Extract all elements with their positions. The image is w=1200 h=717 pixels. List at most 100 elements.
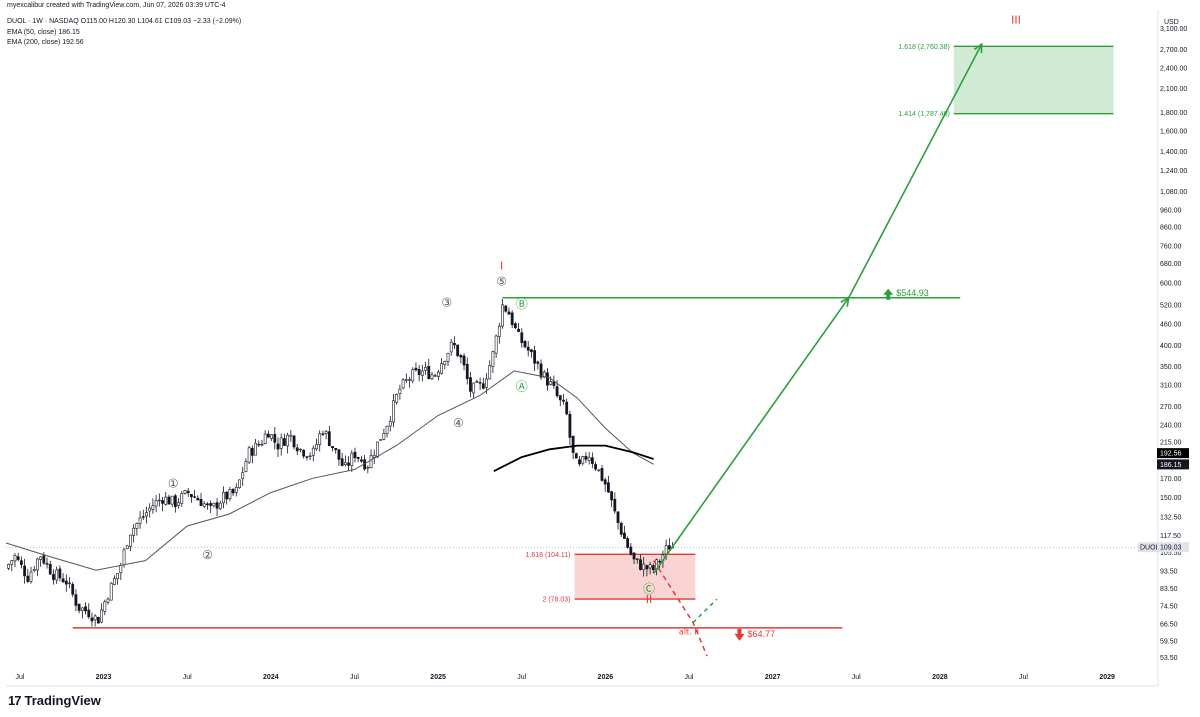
ema50-legend[interactable]: EMA (50, close) 186.15 — [7, 29, 80, 36]
candle-up — [180, 493, 184, 504]
candle-down — [23, 565, 26, 577]
level-target-arrow-icon — [883, 288, 894, 300]
candle-down — [58, 568, 62, 579]
candle-down — [520, 332, 524, 343]
wave-label: ① — [168, 477, 179, 491]
tradingview-logo-icon: 17 — [8, 693, 22, 708]
candle-down — [84, 606, 87, 612]
y-tick-label: 1,400.00 — [1160, 149, 1187, 156]
candle-down — [19, 560, 23, 565]
candle-up — [436, 371, 440, 377]
level-support-arrow-icon — [734, 628, 745, 641]
candle-down — [539, 363, 543, 378]
candle-down — [225, 491, 229, 500]
candle-down — [507, 311, 511, 315]
candle-down — [453, 342, 456, 346]
tradingview-logo-text: TradingView — [24, 693, 101, 708]
candle-up — [157, 499, 161, 502]
currency-label: USD — [1164, 19, 1179, 26]
candle-down — [266, 433, 270, 438]
x-tick-label: 2023 — [96, 674, 112, 681]
candle-down — [565, 401, 569, 415]
candle-down — [562, 399, 565, 402]
y-tick-label: 105.50 — [1160, 550, 1182, 557]
candle-down — [347, 462, 350, 466]
candle-down — [590, 457, 594, 464]
candle-up — [488, 365, 492, 380]
candle-down — [600, 468, 604, 481]
candle-up — [263, 433, 267, 445]
tradingview-logo[interactable]: 17 TradingView — [8, 693, 101, 708]
candle-down — [626, 538, 630, 548]
candle-down — [292, 435, 296, 448]
last-price-badge-text: 109.03 — [1160, 545, 1182, 552]
candle-down — [465, 363, 469, 380]
wave-label: alt. II — [679, 628, 699, 637]
x-tick-label: 2028 — [932, 674, 948, 681]
candle-down — [613, 498, 617, 512]
candle-up — [440, 363, 443, 374]
y-tick-label: 520.00 — [1160, 303, 1182, 310]
candle-up — [238, 479, 241, 488]
candle-down — [327, 431, 331, 446]
candle-down — [302, 449, 306, 457]
y-tick-label: 310.00 — [1160, 383, 1182, 390]
candle-down — [635, 558, 639, 560]
wave-label: ④ — [453, 416, 464, 430]
candle-down — [173, 495, 177, 508]
candle-up — [366, 467, 370, 469]
candle-down — [571, 435, 575, 453]
wave-label: ② — [202, 548, 213, 562]
y-tick-label: 680.00 — [1160, 261, 1182, 268]
candle-up — [343, 462, 347, 466]
time-axis: Jul 2023 Jul 2024 Jul 2025 Jul 2026 Jul 2027 Jul 20… — [15, 674, 1115, 681]
candle-down — [417, 369, 421, 376]
y-tick-label: 83.50 — [1160, 586, 1178, 593]
symbol-legend[interactable]: DUOL · 1W · NASDAQ O115.00 H120.30 L104.… — [7, 18, 242, 25]
y-tick-label: 2,400.00 — [1160, 65, 1187, 72]
ema50-badge-text: 186.15 — [1160, 462, 1182, 469]
candle-up — [315, 444, 318, 450]
y-tick-label: 117.50 — [1160, 533, 1181, 540]
y-tick-label: 240.00 — [1160, 422, 1182, 429]
ema200-legend[interactable]: EMA (200, close) 192.56 — [7, 39, 84, 46]
x-tick-label: Jul — [517, 674, 526, 681]
candle-down — [321, 433, 325, 435]
candle-up — [581, 456, 585, 464]
projection-main-line — [652, 43, 983, 574]
candle-up — [501, 304, 504, 327]
candle-up — [32, 569, 36, 571]
buy-zone-bottom-label: 2 (78.03) — [542, 597, 570, 604]
candle-up — [642, 563, 646, 570]
candle-down — [475, 381, 479, 383]
candle-down — [161, 500, 164, 504]
y-tick-label: 460.00 — [1160, 322, 1182, 329]
ema50-badge — [1157, 459, 1189, 470]
candle-up — [449, 341, 453, 353]
candle-up — [122, 549, 126, 566]
wave-label: Ⓑ — [516, 297, 528, 311]
candle-down — [276, 443, 280, 450]
y-tick-label: 960.00 — [1160, 208, 1182, 215]
x-tick-label: 2027 — [765, 674, 781, 681]
wave-label: Ⓐ — [516, 379, 528, 393]
candle-up — [270, 434, 273, 439]
candle-down — [616, 511, 620, 523]
candle-down — [533, 350, 537, 364]
candle-down — [610, 491, 614, 501]
candle-up — [324, 431, 328, 434]
y-tick-label: 170.00 — [1160, 476, 1182, 483]
candle-up — [485, 378, 488, 388]
candle-down — [87, 609, 91, 618]
candle-down — [555, 386, 559, 397]
wave-label: ⑤ — [496, 274, 507, 288]
y-tick-label: 93.50 — [1160, 568, 1178, 575]
candle-up — [164, 496, 168, 505]
candle-up — [228, 489, 232, 499]
candle-up — [664, 545, 668, 555]
candle-up — [587, 457, 591, 461]
candle-down — [594, 464, 597, 470]
candle-up — [135, 523, 139, 529]
